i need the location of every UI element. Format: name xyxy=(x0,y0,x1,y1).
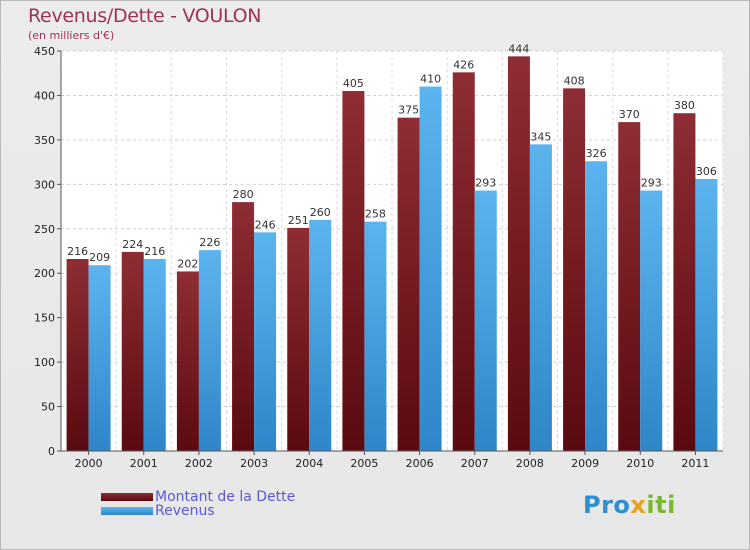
data-label-revenus-2000: 209 xyxy=(89,251,110,264)
bar-debt-2000 xyxy=(66,259,89,451)
y-tick-label: 100 xyxy=(34,356,55,369)
bar-debt-2002 xyxy=(176,271,199,451)
x-tick-label-2009: 2009 xyxy=(571,457,599,470)
bar-revenus-2007 xyxy=(474,190,497,452)
data-label-revenus-2007: 293 xyxy=(475,177,496,190)
legend-swatch-debt xyxy=(101,493,153,501)
data-label-revenus-2002: 226 xyxy=(199,236,220,249)
data-label-revenus-2009: 326 xyxy=(586,147,607,160)
bar-revenus-2000 xyxy=(88,265,111,451)
bar-debt-2003 xyxy=(232,202,255,451)
y-tick-label: 450 xyxy=(34,45,55,58)
data-label-debt-2011: 380 xyxy=(674,99,695,112)
bar-revenus-2011 xyxy=(695,179,718,451)
chart-subtitle: (en milliers d'€) xyxy=(28,29,115,42)
y-tick-label: 150 xyxy=(34,312,55,325)
bar-debt-2005 xyxy=(342,91,365,451)
data-label-revenus-2005: 258 xyxy=(365,208,386,221)
legend-swatch-revenus xyxy=(101,507,153,515)
data-label-revenus-2008: 345 xyxy=(530,130,551,143)
legend-label-debt: Montant de la Dette xyxy=(155,489,296,505)
y-tick-label: 400 xyxy=(34,89,55,102)
bar-revenus-2002 xyxy=(198,250,221,451)
proxiti-logo: Proxiti xyxy=(583,491,676,519)
y-tick-label: 250 xyxy=(34,223,55,236)
bar-revenus-2009 xyxy=(585,161,608,451)
logo-part-pro: Pro xyxy=(583,491,631,519)
bar-debt-2011 xyxy=(673,113,696,451)
data-label-debt-2010: 370 xyxy=(619,108,640,121)
x-tick-label-2010: 2010 xyxy=(626,457,654,470)
y-tick-label: 300 xyxy=(34,178,55,191)
legend-label-revenus: Revenus xyxy=(155,503,215,519)
bar-revenus-2001 xyxy=(143,259,166,451)
bar-debt-2010 xyxy=(618,122,641,451)
bar-revenus-2008 xyxy=(529,144,552,452)
logo-part-iti: iti xyxy=(646,491,676,519)
x-tick-label-2002: 2002 xyxy=(185,457,213,470)
bar-debt-2008 xyxy=(507,56,530,451)
data-label-debt-2005: 405 xyxy=(343,77,364,90)
bar-revenus-2003 xyxy=(254,232,277,451)
bar-revenus-2004 xyxy=(309,219,332,451)
data-label-revenus-2003: 246 xyxy=(255,218,276,231)
data-label-revenus-2011: 306 xyxy=(696,165,717,178)
x-tick-label-2005: 2005 xyxy=(350,457,378,470)
y-tick-label: 200 xyxy=(34,267,55,280)
x-tick-label-2008: 2008 xyxy=(516,457,544,470)
bar-revenus-2010 xyxy=(640,190,663,452)
x-tick-label-2006: 2006 xyxy=(406,457,434,470)
legend-item-debt: Montant de la Dette xyxy=(101,489,295,505)
data-label-revenus-2001: 216 xyxy=(144,245,165,258)
bar-revenus-2005 xyxy=(364,221,387,451)
data-label-revenus-2010: 293 xyxy=(641,177,662,190)
data-label-debt-2002: 202 xyxy=(177,257,198,270)
bar-debt-2001 xyxy=(121,251,144,451)
data-label-revenus-2006: 410 xyxy=(420,73,441,86)
bar-debt-2007 xyxy=(452,72,475,451)
y-tick-label: 50 xyxy=(41,401,55,414)
bar-revenus-2006 xyxy=(419,86,442,452)
x-tick-label-2004: 2004 xyxy=(295,457,323,470)
x-tick-label-2001: 2001 xyxy=(130,457,158,470)
x-tick-label-2000: 2000 xyxy=(75,457,103,470)
bar-debt-2006 xyxy=(397,117,420,452)
logo-part-x: x xyxy=(630,491,647,519)
data-label-debt-2009: 408 xyxy=(564,74,585,87)
chart-title: Revenus/Dette - VOULON xyxy=(28,5,262,27)
data-label-revenus-2004: 260 xyxy=(310,206,331,219)
data-label-debt-2004: 251 xyxy=(288,214,309,227)
data-label-debt-2008: 444 xyxy=(508,42,529,55)
x-tick-label-2003: 2003 xyxy=(240,457,268,470)
data-label-debt-2003: 280 xyxy=(233,188,254,201)
x-tick-label-2011: 2011 xyxy=(681,457,709,470)
data-label-debt-2000: 216 xyxy=(67,245,88,258)
legend-item-revenus: Revenus xyxy=(101,503,215,519)
data-label-debt-2001: 224 xyxy=(122,238,143,251)
bar-debt-2004 xyxy=(287,227,310,451)
y-tick-label: 350 xyxy=(34,134,55,147)
y-tick-label: 0 xyxy=(48,445,55,458)
data-label-debt-2006: 375 xyxy=(398,104,419,117)
data-label-debt-2007: 426 xyxy=(453,58,474,71)
bar-debt-2009 xyxy=(563,88,586,451)
x-tick-label-2007: 2007 xyxy=(461,457,489,470)
